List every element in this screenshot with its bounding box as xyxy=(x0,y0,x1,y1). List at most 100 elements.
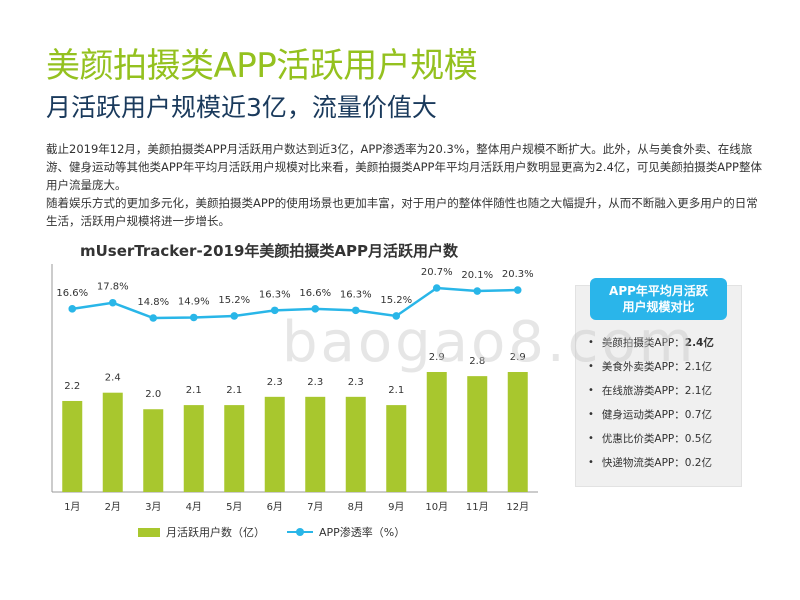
line-label: 20.3% xyxy=(502,269,534,280)
line-point-11 xyxy=(473,287,482,295)
bar-label: 2.3 xyxy=(348,377,364,388)
line-label: 15.2% xyxy=(218,295,250,306)
line-point-3 xyxy=(149,314,158,322)
bar-3 xyxy=(143,409,164,492)
x-tick-label: 11月 xyxy=(466,501,489,513)
line-label: 20.7% xyxy=(421,267,453,278)
bar-12 xyxy=(507,372,528,492)
bullet-icon: • xyxy=(588,432,594,444)
line-point-1 xyxy=(68,305,77,313)
bullet-icon: • xyxy=(588,408,594,420)
line-point-4 xyxy=(189,313,198,322)
x-tick-label: 3月 xyxy=(145,501,161,513)
bar-label: 2.1 xyxy=(186,385,202,396)
line-point-5 xyxy=(230,312,239,320)
bar-label: 2.1 xyxy=(226,385,242,396)
line-point-6 xyxy=(270,306,279,315)
legend-line-label: APP渗透率（%） xyxy=(319,526,406,539)
comparison-item-value: 2.1亿 xyxy=(684,384,712,397)
bullet-icon: • xyxy=(588,456,594,468)
line-label: 14.8% xyxy=(137,297,169,308)
bar-label: 2.4 xyxy=(105,373,121,384)
bar-4 xyxy=(183,405,204,492)
bar-label: 2.8 xyxy=(469,356,485,367)
bullet-icon: • xyxy=(588,336,594,348)
bar-2 xyxy=(102,392,123,492)
legend-bar-label: 月活跃用户数（亿） xyxy=(166,526,265,539)
comparison-item: • 快递物流类APP： 0.2亿 xyxy=(588,450,738,474)
line-label: 17.8% xyxy=(97,282,129,293)
bar-8 xyxy=(345,396,366,492)
bar-label: 2.9 xyxy=(429,352,445,363)
comparison-item-label: 健身运动类APP： xyxy=(601,408,685,421)
line-label: 16.3% xyxy=(340,289,372,300)
line-point-10 xyxy=(432,284,441,292)
x-tick-label: 9月 xyxy=(388,501,404,513)
comparison-item-value: 0.5亿 xyxy=(684,432,712,445)
penetration-line xyxy=(72,286,518,320)
comparison-item-value: 2.4亿 xyxy=(684,336,714,349)
line-point-8 xyxy=(351,306,360,315)
line-point-9 xyxy=(392,312,401,320)
chart-title: mUserTracker-2019年美颜拍摄类APP月活跃用户数 xyxy=(80,242,459,260)
comparison-item-value: 0.7亿 xyxy=(684,408,712,421)
x-tick-label: 12月 xyxy=(506,501,529,513)
x-tick-label: 10月 xyxy=(425,501,448,513)
x-tick-label: 6月 xyxy=(267,501,283,513)
x-tick-label: 7月 xyxy=(307,501,323,513)
legend-item-line: APP渗透率（%） xyxy=(287,524,405,540)
line-label: 16.6% xyxy=(299,288,331,299)
comparison-item-label: 快递物流类APP： xyxy=(601,456,685,469)
x-tick-label: 4月 xyxy=(186,501,202,513)
bar-11 xyxy=(467,376,488,492)
bar-10 xyxy=(426,372,447,492)
comparison-title-line2: 用户规模对比 xyxy=(622,300,695,314)
bar-5 xyxy=(224,405,245,492)
page-subtitle: 月活跃用户规模近3亿，流量价值大 xyxy=(46,93,437,122)
comparison-item-label: 美颜拍摄类APP： xyxy=(601,336,685,349)
bar-6 xyxy=(264,396,285,492)
comparison-item-value: 2.1亿 xyxy=(684,360,712,373)
legend-item-bars: 月活跃用户数（亿） xyxy=(138,524,265,540)
comparison-item: • 美食外卖类APP： 2.1亿 xyxy=(588,354,738,378)
description-paragraph-1: 截止2019年12月，美颜拍摄类APP月活跃用户数达到近3亿，APP渗透率为20… xyxy=(46,142,762,192)
bullet-icon: • xyxy=(588,360,594,372)
comparison-item: • 健身运动类APP： 0.7亿 xyxy=(588,402,738,426)
bar-label: 2.9 xyxy=(510,352,526,363)
line-point-2 xyxy=(108,298,117,307)
comparison-item-label: 优惠比价类APP： xyxy=(601,432,685,445)
x-tick-label: 5月 xyxy=(226,501,242,513)
legend-line-swatch xyxy=(287,527,313,537)
page-title: 美颜拍摄类APP活跃用户规模 xyxy=(46,46,478,86)
bullet-icon: • xyxy=(588,384,594,396)
bar-label: 2.3 xyxy=(267,377,283,388)
description-paragraph-2: 随着娱乐方式的更加多元化，美颜拍摄类APP的使用场景也更加丰富，对于用户的整体伴… xyxy=(46,196,758,228)
x-tick-label: 2月 xyxy=(105,501,121,513)
x-tick-label: 1月 xyxy=(64,501,80,513)
comparison-list: • 美颜拍摄类APP： 2.4亿 • 美食外卖类APP： 2.1亿 • 在线旅游类APP： 2.… xyxy=(588,330,738,474)
comparison-item-value: 0.2亿 xyxy=(684,456,712,469)
line-label: 16.6% xyxy=(56,288,88,299)
mau-chart: 2.2 1月 2.4 2月 2.0 3月 2.1 4月 2.1 5月 2.3 6月 2.3 7月 2.3 8月… xyxy=(51,264,538,513)
line-point-7 xyxy=(311,305,320,313)
bar-label: 2.1 xyxy=(388,385,404,396)
line-label: 14.9% xyxy=(178,296,210,307)
line-point-12 xyxy=(513,286,522,294)
comparison-item: • 在线旅游类APP： 2.1亿 xyxy=(588,378,738,402)
description-text: 截止2019年12月，美颜拍摄类APP月活跃用户数达到近3亿，APP渗透率为20… xyxy=(46,140,766,230)
bar-label: 2.2 xyxy=(64,381,80,392)
bar-label: 2.0 xyxy=(145,389,161,400)
line-label: 15.2% xyxy=(380,295,412,306)
x-tick-label: 8月 xyxy=(348,501,364,513)
bar-1 xyxy=(62,400,83,492)
comparison-item: • 优惠比价类APP： 0.5亿 xyxy=(588,426,738,450)
bar-9 xyxy=(386,405,407,492)
line-label: 20.1% xyxy=(461,270,493,281)
line-label: 16.3% xyxy=(259,289,291,300)
legend-bar-swatch xyxy=(138,527,160,537)
comparison-panel-header: APP年平均月活跃 用户规模对比 xyxy=(590,278,727,320)
bar-label: 2.3 xyxy=(307,377,323,388)
comparison-item-label: 在线旅游类APP： xyxy=(601,384,685,397)
comparison-item-label: 美食外卖类APP： xyxy=(601,360,685,373)
chart-legend: 月活跃用户数（亿） APP渗透率（%） xyxy=(138,522,405,542)
